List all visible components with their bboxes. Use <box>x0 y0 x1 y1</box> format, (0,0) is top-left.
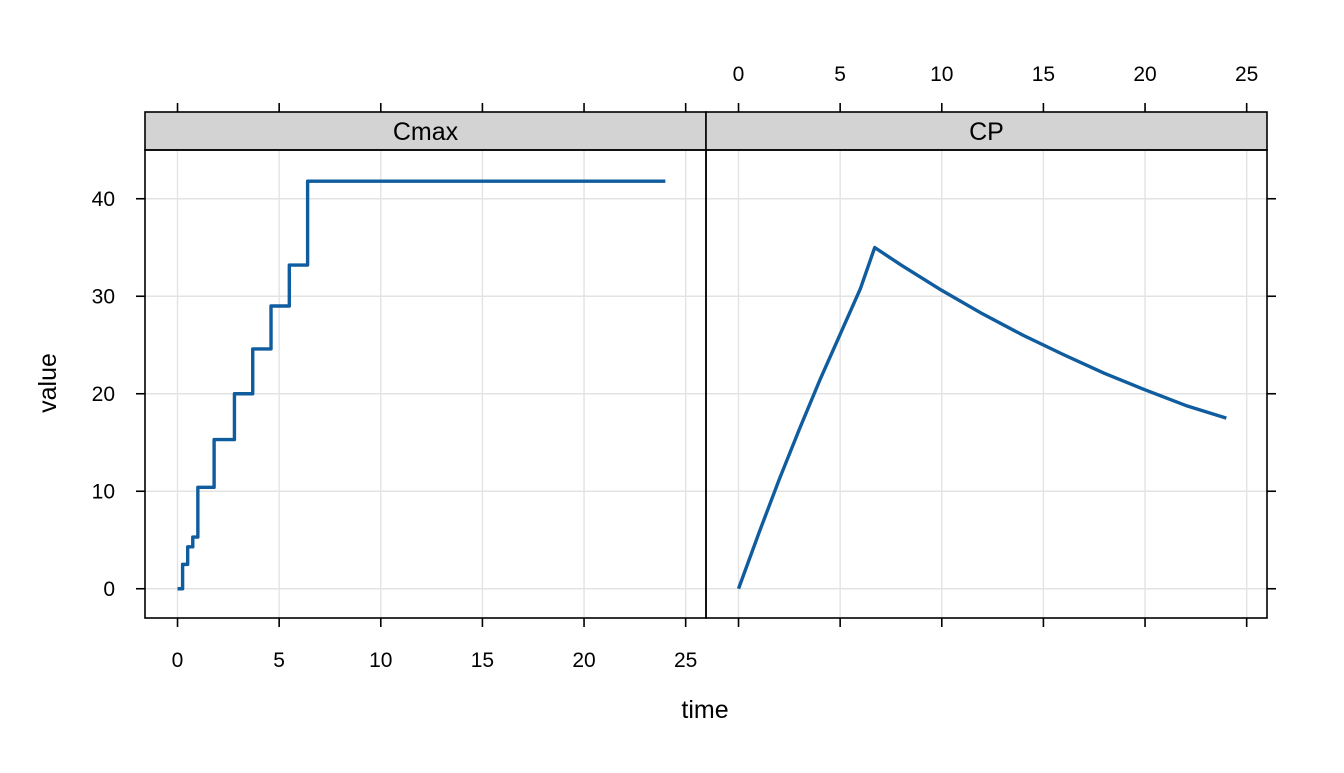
x-tick-label-bottom: 15 <box>471 649 494 672</box>
x-tick-label-bottom: 5 <box>273 649 285 672</box>
x-tick-label-bottom: 20 <box>572 649 595 672</box>
series-line-cmax <box>177 179 666 591</box>
series-line-cp <box>736 245 1227 590</box>
panel-frame-cmax <box>144 149 707 619</box>
x-tick-label-bottom: 10 <box>369 649 392 672</box>
y-tick-label: 40 <box>92 188 115 211</box>
x-tick-label-bottom: 25 <box>674 649 697 672</box>
axis-layer: 0 5 10 15 20 25 0 10 20 30 40 0 5 10 15 20 25 <box>92 63 1276 672</box>
x-tick-label-top: 20 <box>1133 63 1156 86</box>
x-tick-label-top: 25 <box>1235 63 1258 86</box>
strip-label-cmax: Cmax <box>393 118 459 146</box>
data-layer <box>177 179 1227 591</box>
y-axis-title: value <box>34 353 62 413</box>
x-tick-label-top: 0 <box>733 63 745 86</box>
x-tick-label-top: 5 <box>834 63 846 86</box>
y-tick-label: 30 <box>92 285 115 308</box>
frame-layer: Cmax CP <box>144 111 1268 619</box>
x-tick-label-top: 15 <box>1032 63 1055 86</box>
y-tick-label: 10 <box>92 480 115 503</box>
panel-frame-cp <box>705 149 1268 619</box>
x-axis-title: time <box>681 696 728 724</box>
y-tick-label: 20 <box>92 383 115 406</box>
x-tick-label-bottom: 0 <box>172 649 184 672</box>
strip-label-cp: CP <box>969 118 1004 146</box>
x-tick-label-top: 10 <box>930 63 953 86</box>
y-tick-label: 0 <box>103 578 115 601</box>
grid-layer <box>145 150 1267 618</box>
